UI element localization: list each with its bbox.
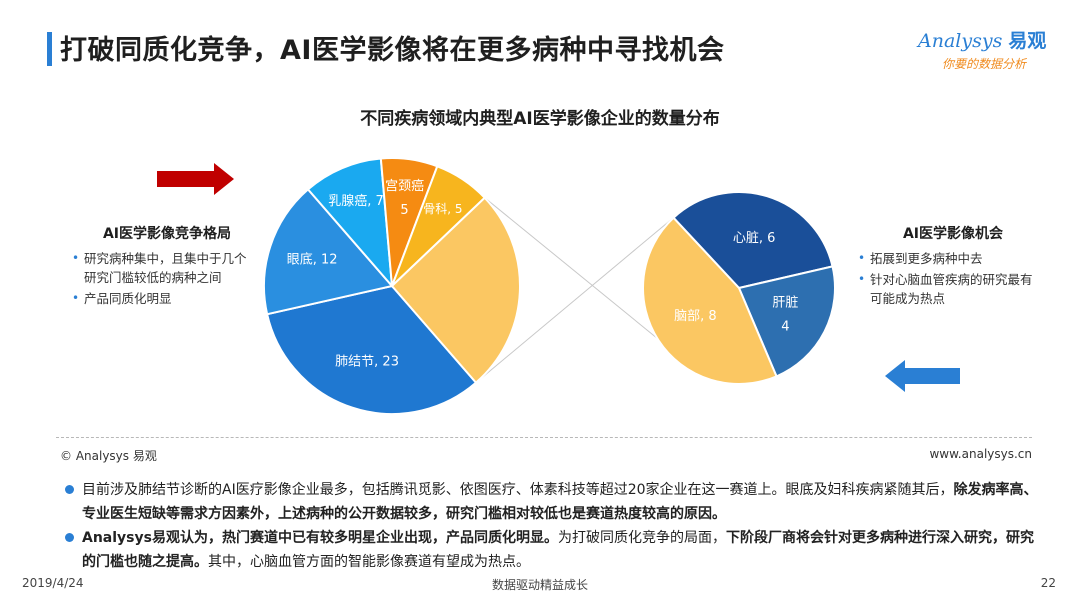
summary-paragraph-2: Analysys易观认为，热门赛道中已有较多明星企业出现，产品同质化明显。为打破… <box>64 526 1044 574</box>
title-accent-bar <box>47 32 52 66</box>
pie-slice-其他 <box>390 196 521 385</box>
pie-slice-脑部 <box>642 216 778 385</box>
left-panel-heading: AI医学影像竞争格局 <box>102 226 232 242</box>
logo-text-en: Analysys <box>918 30 1003 52</box>
summary-bold-text: 下阶段厂商将会针对更多病种进行深入研究，研究的门槛也随之提高。 <box>82 530 1034 570</box>
logo-tagline: 你要的数据分析 <box>942 57 1027 71</box>
detail-pie: 心脏, 6 肝脏 4 脑部, 8 <box>642 191 836 385</box>
divider <box>56 437 1032 438</box>
footer-date: 2019/4/24 <box>22 576 84 590</box>
pie-data-label: 眼底, 12 <box>287 251 338 267</box>
left-panel-item: 研究病种集中，且集中于几个研究门槛较低的病种之间 <box>72 249 252 287</box>
summary-paragraph-1: 目前涉及肺结节诊断的AI医疗影像企业最多，包括腾讯觅影、依图医疗、体素科技等超过… <box>64 478 1044 526</box>
right-panel: AI医学影像机会 拓展到更多病种中去 针对心脑血管疾病的研究最有可能成为热点 <box>858 223 1048 310</box>
pie-data-label: 乳腺癌, 7 <box>328 193 384 209</box>
right-panel-item: 针对心脑血管疾病的研究最有可能成为热点 <box>858 270 1038 308</box>
pie-data-label: 肺结节, 23 <box>335 355 399 370</box>
pie-data-label: 心脏, 6 <box>733 231 776 246</box>
pie-data-label: 骨科, 5 <box>423 202 462 216</box>
page-title: 打破同质化竞争，AI医学影像将在更多病种中寻找机会 <box>60 35 725 66</box>
pie-slice-心脏 <box>672 191 834 290</box>
website-link[interactable]: www.analysys.cn <box>929 447 1032 461</box>
pie-slice-乳腺癌 <box>306 157 394 289</box>
right-panel-heading: AI医学影像机会 <box>902 226 1004 242</box>
logo-text-cn: 易观 <box>1008 30 1047 52</box>
summary-text: 其中，心脑血管方面的智能影像赛道有望成为热点。 <box>208 554 530 570</box>
summary: 目前涉及肺结节诊断的AI医疗影像企业最多，包括腾讯觅影、依图医疗、体素科技等超过… <box>64 478 1044 574</box>
left-arrow-icon <box>885 360 960 392</box>
right-panel-item: 拓展到更多病种中去 <box>858 249 1048 268</box>
pie-slice-眼底 <box>263 187 394 316</box>
right-arrow-icon <box>157 163 234 195</box>
pie-data-label: 宫颈癌 5 <box>385 177 424 217</box>
connector-line <box>475 214 678 383</box>
left-panel: AI医学影像竞争格局 研究病种集中，且集中于几个研究门槛较低的病种之间 产品同质… <box>72 223 262 310</box>
analysys-logo: Analysys 易观 你要的数据分析 <box>918 26 1058 74</box>
copyright: © Analysys 易观 <box>60 449 157 463</box>
pie-slice-肺结节 <box>265 284 478 415</box>
summary-text: 目前涉及肺结节诊断的AI医疗影像企业最多，包括腾讯觅影、依图医疗、体素科技等超过… <box>82 482 954 498</box>
chart-title: 不同疾病领域内典型AI医学影像企业的数量分布 <box>360 109 720 129</box>
pie-data-label: 肝脏 4 <box>772 295 798 334</box>
summary-text: 为打破同质化竞争的局面， <box>557 530 726 546</box>
pie-data-label: 脑部, 8 <box>674 309 717 324</box>
page-number: 22 <box>1040 576 1056 590</box>
summary-bold-text: Analysys易观认为，热门赛道中已有较多明星企业出现，产品同质化明显。 <box>82 530 558 546</box>
footer-slogan: 数据驱动精益成长 <box>491 578 588 592</box>
left-panel-item: 产品同质化明显 <box>72 289 262 308</box>
summary-bold-text: 除发病率高、专业医生短缺等需求方因素外，上述病种的公开数据较多，研究门槛相对较低… <box>82 482 1038 522</box>
pie-slice-肝脏 <box>737 265 836 378</box>
